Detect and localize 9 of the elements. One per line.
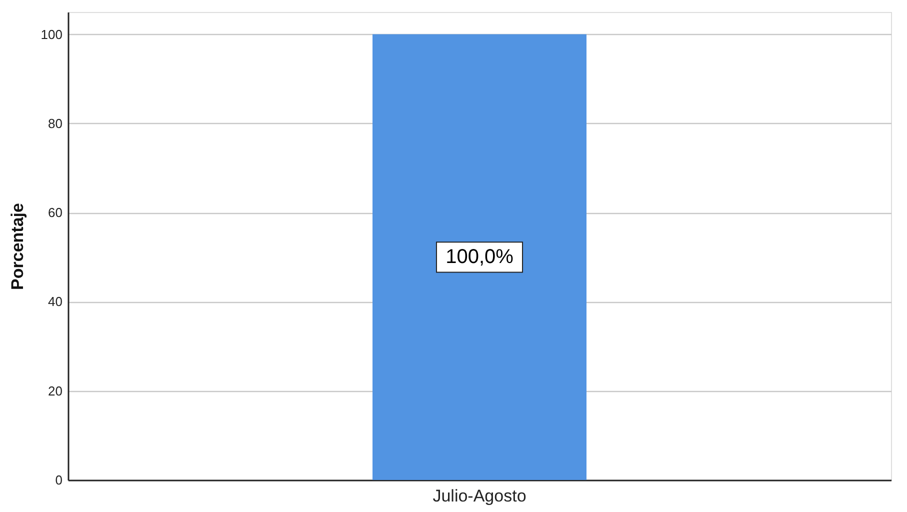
x-tick-label: Julio-Agosto [432, 486, 526, 506]
data-label: 100,0% [446, 246, 514, 268]
y-tick-label: 80 [48, 116, 62, 131]
y-tick-label: 100 [40, 26, 62, 42]
y-tick-label: 60 [48, 205, 62, 220]
y-tick-label: 0 [55, 472, 62, 488]
y-tick-label: 40 [48, 294, 62, 310]
y-tick-label: 20 [48, 383, 62, 398]
y-axis-title: Porcentaje [8, 203, 27, 290]
